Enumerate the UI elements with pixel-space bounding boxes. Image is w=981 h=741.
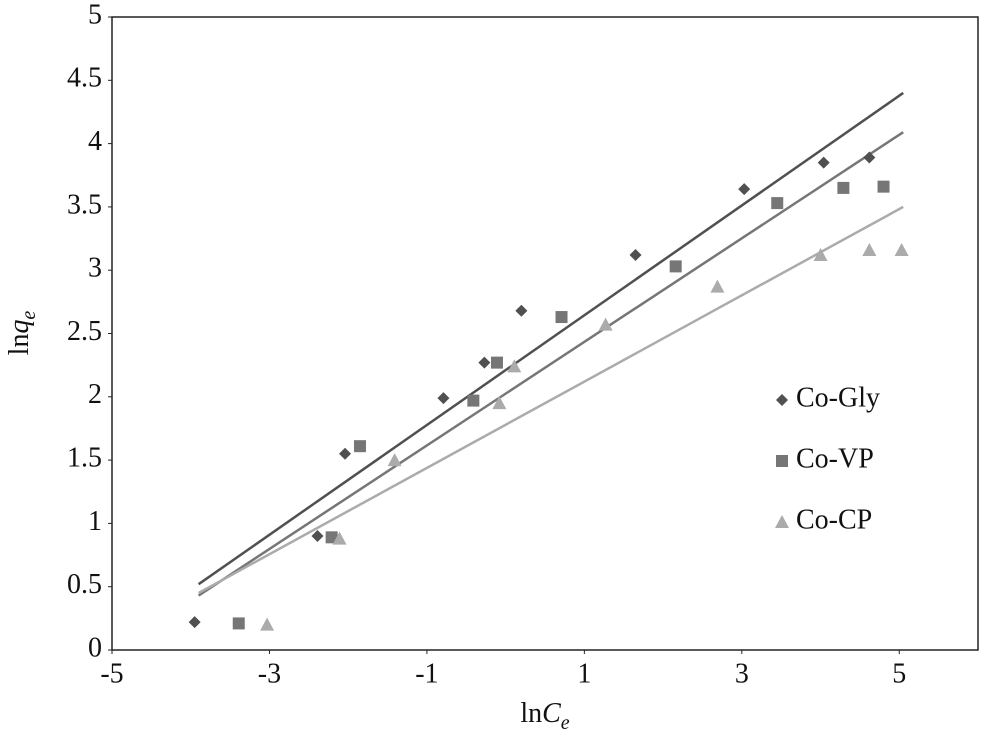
point [771,197,784,210]
x-tick-label: -3 [258,658,281,689]
y-title-sub: e [18,311,40,320]
point [598,317,613,331]
point [353,440,366,453]
y-tick-label: 0.5 [67,569,102,600]
y-axis-title: lnqe [4,311,39,356]
x-axis-title: lnCe [520,698,569,733]
legend-label: Co-VP [796,443,874,474]
point [332,531,347,545]
point [492,396,507,410]
point [710,279,725,293]
point [437,392,450,405]
y-tick-label: 2.5 [67,316,102,347]
fit-line [197,131,904,597]
point [387,453,402,467]
y-title-var: q [4,320,35,334]
x-tick-label: -1 [415,658,438,689]
x-tick-label: 5 [892,658,906,689]
y-tick-label: 0 [88,632,102,663]
point [490,356,503,369]
point [232,617,245,630]
fit-line [197,205,904,595]
point [629,249,642,262]
y-tick-label: 2 [88,379,102,410]
y-tick-label: 3.5 [67,189,102,220]
x-title-sub: e [561,712,570,734]
point [555,311,568,324]
point [311,530,324,543]
point [478,356,491,369]
point [260,617,275,631]
x-tick-label: 3 [735,658,749,689]
point [339,447,352,460]
x-title-part: ln [520,698,542,729]
point [515,304,528,317]
y-tick-label: 4.5 [67,63,102,94]
y-tick-label: 1 [88,506,102,537]
point [188,616,201,629]
legend-marker [776,455,788,467]
legend-marker [775,515,789,528]
y-tick-label: 4 [88,126,102,157]
point [817,156,830,169]
point [738,183,751,196]
point [862,242,877,256]
x-title-var: C [542,698,561,729]
point [507,359,522,373]
point [325,531,338,544]
legend-label: Co-Gly [796,382,880,413]
point [877,180,890,193]
y-tick-label: 5 [88,0,102,30]
legend-label: Co-CP [796,504,872,535]
point [837,181,850,194]
fit-line [197,91,904,586]
point [863,151,876,164]
point [813,248,828,262]
point [669,260,682,273]
x-tick-label: -5 [100,658,123,689]
point [894,242,909,256]
x-tick-label: 1 [577,658,591,689]
y-tick-label: 1.5 [67,443,102,474]
y-title-part: ln [4,334,35,356]
legend-marker [776,394,788,406]
point [467,394,480,407]
y-tick-label: 3 [88,253,102,284]
